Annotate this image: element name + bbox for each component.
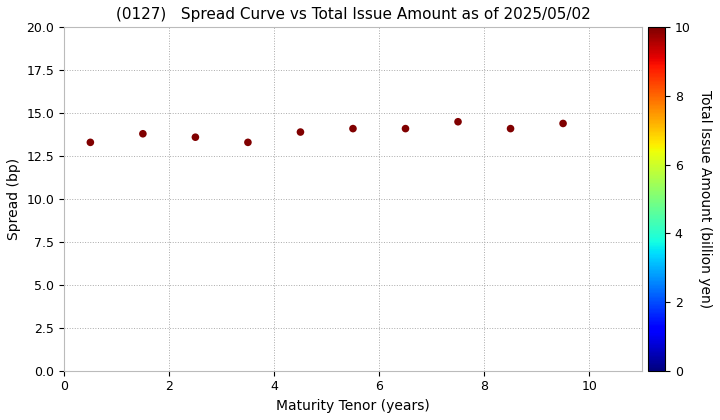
Point — [242, 139, 253, 146]
Point — [400, 125, 411, 132]
Point — [505, 125, 516, 132]
Y-axis label: Spread (bp): Spread (bp) — [7, 158, 21, 240]
X-axis label: Maturity Tenor (years): Maturity Tenor (years) — [276, 399, 430, 413]
Point — [294, 129, 306, 135]
Point — [452, 118, 464, 125]
Point — [189, 134, 201, 141]
Y-axis label: Total Issue Amount (billion yen): Total Issue Amount (billion yen) — [698, 90, 711, 308]
Point — [84, 139, 96, 146]
Title: (0127)   Spread Curve vs Total Issue Amount as of 2025/05/02: (0127) Spread Curve vs Total Issue Amoun… — [116, 7, 590, 22]
Point — [557, 120, 569, 127]
Point — [137, 130, 148, 137]
Point — [347, 125, 359, 132]
